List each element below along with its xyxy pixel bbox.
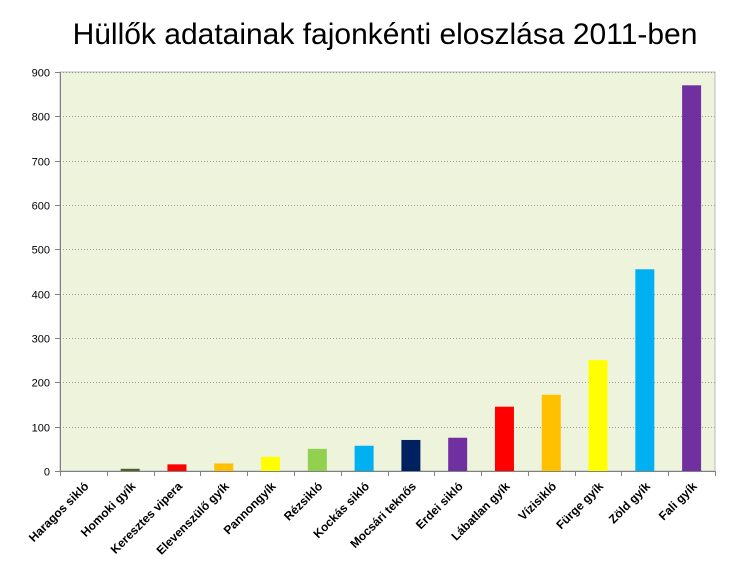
y-axis-ticks: 0 100 200 300 400 500 600 700 800 900	[32, 68, 50, 479]
y-tick-label: 200	[32, 378, 50, 390]
bar	[401, 439, 421, 471]
y-tick-label: 700	[32, 157, 50, 169]
bar	[214, 463, 234, 471]
bar	[635, 269, 655, 471]
y-tick-label: 300	[32, 334, 50, 346]
y-tick-label: 500	[32, 245, 50, 257]
bar	[307, 448, 327, 471]
chart-title: Hüllők adatainak fajonkénti eloszlása 20…	[73, 18, 698, 51]
bar	[494, 406, 514, 471]
axes	[55, 72, 716, 476]
x-tick-label: Fürge gyík	[553, 479, 606, 532]
y-tick-label: 0	[44, 467, 50, 479]
bar	[541, 394, 561, 471]
plot-area	[59, 71, 716, 472]
bar	[448, 437, 468, 471]
x-tick-label: Vízisikló	[516, 479, 560, 523]
bar	[682, 85, 702, 472]
y-tick-label: 400	[32, 290, 50, 302]
x-tick-label: Rézsikló	[281, 479, 325, 523]
x-tick-label: Haragos sikló	[26, 479, 92, 545]
bar	[261, 456, 281, 471]
y-tick-label: 100	[32, 423, 50, 435]
bar	[588, 360, 608, 471]
gridlines	[60, 72, 715, 428]
x-tick-label: Fali gyík	[656, 479, 700, 523]
bar	[167, 464, 187, 471]
y-tick-label: 600	[32, 201, 50, 213]
bar	[120, 468, 140, 471]
y-tick-label: 800	[32, 112, 50, 124]
y-tick-label: 900	[32, 68, 50, 80]
bar	[354, 445, 374, 471]
x-tick-label: Zöld gyík	[606, 479, 653, 526]
bars	[120, 85, 702, 472]
